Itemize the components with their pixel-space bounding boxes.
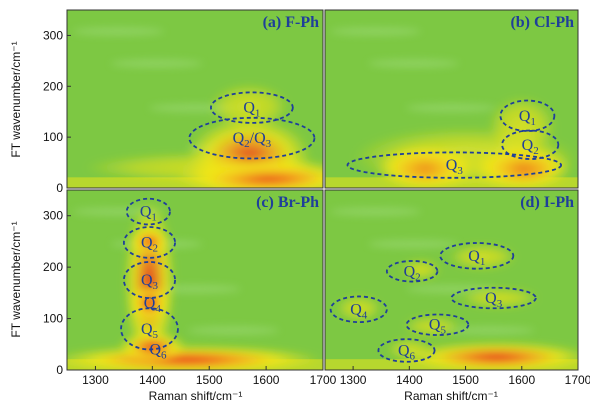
region-ellipse (122, 226, 176, 259)
region-label: Q2 (404, 263, 421, 283)
heat-blob (118, 331, 187, 363)
heat-blob (403, 316, 460, 337)
y-tick-label: 0 (56, 181, 63, 195)
background-streak (368, 59, 460, 68)
region-label: Q3 (485, 290, 503, 310)
y-axis-label-bottom: FT wavenumber/cm⁻¹ (9, 221, 23, 337)
x-tick-label: 1700 (310, 373, 337, 387)
x-tick-label: 1300 (82, 373, 109, 387)
region-ellipse (120, 307, 179, 351)
region-ellipse (329, 295, 388, 324)
region-label: Q2 (522, 137, 539, 157)
y-tick-label: 0 (56, 363, 63, 377)
panel-frame (66, 9, 324, 189)
heat-blob (386, 339, 432, 360)
region-ellipse (499, 99, 556, 132)
background-streak (330, 27, 422, 36)
region-ellipse (188, 116, 316, 160)
panel-background (67, 190, 323, 370)
heat-blob (353, 126, 578, 188)
y-tick-label: 100 (43, 130, 63, 144)
panel-2: Q1 Q2 Q3 (b) Cl-Ph (324, 9, 579, 189)
region-label: Q6 (149, 341, 167, 361)
panel-background (325, 190, 578, 370)
region-label: Q1 (243, 100, 260, 120)
background-streak (72, 27, 165, 36)
x-tick-label: 1300 (340, 373, 367, 387)
panel-frame (324, 189, 579, 371)
heat-blob (336, 295, 382, 322)
region-ellipse (346, 151, 563, 179)
panel-title: (a) F-Ph (263, 14, 320, 31)
x-tick-label: 1400 (396, 373, 423, 387)
panels: Q1 Q2/Q3 (a) F-Ph Q1 Q2 Q3 (b) Cl-Ph Q1 Q2 Q3 Q4 Q5… (66, 9, 579, 371)
region-label: Q2 (141, 234, 158, 254)
heat-blob (459, 287, 539, 309)
y-tick-label: 200 (43, 79, 63, 93)
y-axis-label-top: FT wavenumber/cm⁻¹ (9, 41, 23, 157)
x-tick-label: 1400 (139, 373, 166, 387)
region-label: Q3 (446, 157, 464, 177)
x-tick-label: 1500 (452, 373, 479, 387)
panel-1: Q1 Q2/Q3 (a) F-Ph (66, 9, 324, 189)
region-label: Q2/Q3 (233, 130, 272, 150)
region-ellipse (450, 286, 537, 310)
x-axis-label-right: Raman shift/cm⁻¹ (404, 389, 498, 403)
x-tick-label: 1500 (196, 373, 223, 387)
background-streak (405, 103, 498, 112)
x-tick-label: 1600 (508, 373, 535, 387)
x-tick-label: 1700 (565, 373, 590, 387)
x-tick-label: 1600 (253, 373, 280, 387)
panel-frame (324, 9, 579, 189)
background-streak (368, 240, 460, 248)
panel-4: Q1 Q2 Q3 Q4 Q5 Q6 (d) I-Ph (324, 189, 579, 371)
region-label: Q1 (468, 248, 485, 268)
x-axis-label-left: Raman shift/cm⁻¹ (149, 389, 243, 403)
axes: 0 100 200 300 0 100 200 300 1300 1400 1500 1600 1700… (43, 28, 590, 387)
region-ellipse (377, 338, 436, 363)
y-tick-label: 300 (43, 28, 63, 42)
background-streak (443, 326, 535, 335)
region-label: Q6 (398, 342, 416, 362)
region-ellipse (122, 261, 176, 299)
panel-title: (c) Br-Ph (256, 194, 319, 211)
region-ellipse (210, 91, 294, 124)
heat-blob (129, 285, 170, 322)
heat-blob (448, 244, 517, 270)
region-label: Q5 (429, 317, 447, 337)
y-tick-label: 200 (43, 260, 63, 274)
y-tick-label: 100 (43, 312, 63, 326)
region-ellipse (125, 197, 171, 226)
y-tick-label: 300 (43, 209, 63, 223)
region-label: Q1 (140, 204, 157, 224)
panel-title: (d) I-Ph (520, 194, 574, 211)
region-label: Q1 (519, 108, 536, 128)
region-ellipse (439, 242, 515, 270)
background-streak (110, 59, 203, 68)
background-streak (330, 207, 422, 216)
region-label: Q3 (141, 272, 159, 292)
region-ellipse (501, 129, 560, 160)
panel-title: (b) Cl-Ph (510, 14, 574, 31)
region-ellipse (385, 260, 439, 283)
background-streak (187, 326, 280, 335)
heat-blob (129, 228, 170, 255)
region-label: Q5 (141, 321, 159, 341)
heat-blob (400, 341, 578, 370)
heat-blob (84, 152, 323, 183)
panel-frame (66, 189, 324, 371)
region-ellipse (405, 313, 470, 336)
region-label: Q4 (350, 301, 368, 321)
